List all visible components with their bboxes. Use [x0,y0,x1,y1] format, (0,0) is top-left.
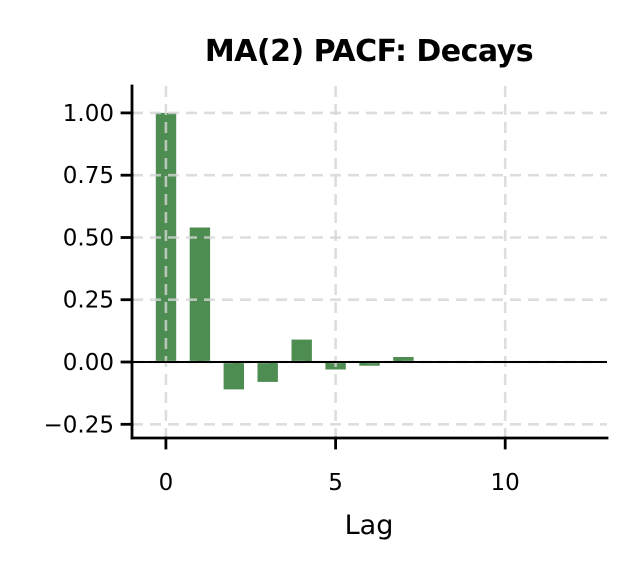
bar-lag-3 [257,362,278,382]
bars-group [155,112,414,390]
bar-lag-2 [223,362,244,390]
x-axis-label: Lag [345,510,394,541]
chart-title: MA(2) PACF: Decays [205,34,533,69]
ytick-label--0.25: −0.25 [44,412,114,438]
xtick-label-0: 0 [159,470,174,496]
ytick-label-1: 1.00 [63,101,114,127]
bar-lag-7 [393,357,414,362]
bar-lag-6 [359,362,380,366]
xtick-label-5: 5 [328,470,343,496]
ytick-label-0.25: 0.25 [63,288,114,314]
tick-labels-group: 1.00 0.75 0.50 0.25 0.00 −0.25 0 5 10 [44,101,520,496]
bar-lag-1 [189,227,211,362]
ytick-label-0: 0.00 [63,350,114,376]
ytick-label-0.5: 0.50 [63,226,114,252]
bar-lag-4 [291,339,312,362]
axes-group [120,84,609,450]
xtick-label-10: 10 [491,470,520,496]
ytick-label-0.75: 0.75 [63,163,114,189]
